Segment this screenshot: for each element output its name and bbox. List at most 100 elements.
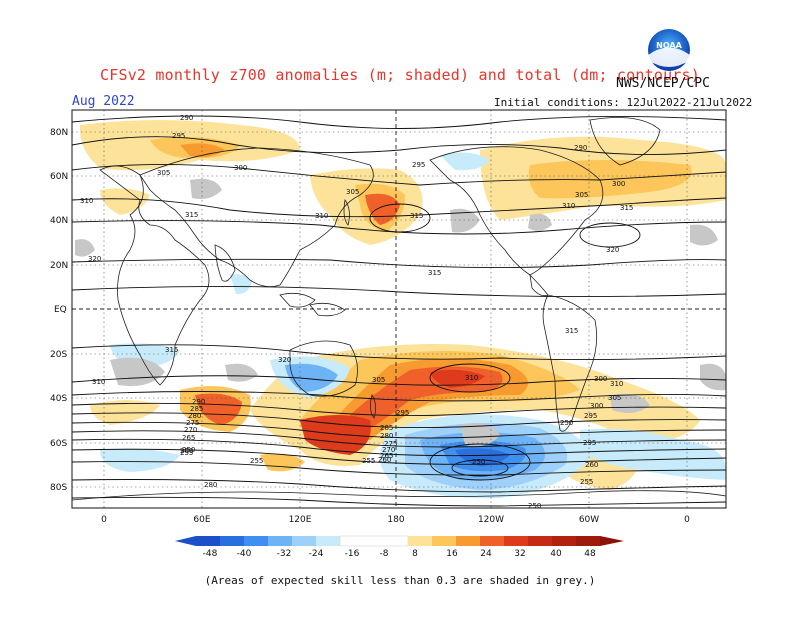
contour-label: 270: [184, 426, 197, 434]
colorbar-tick: 24: [480, 549, 492, 559]
lon-label: 60W: [579, 515, 599, 525]
contour-label: 315: [428, 269, 441, 277]
lat-label: 40S: [50, 394, 67, 404]
contour-label: 315: [410, 212, 423, 220]
contour-label: 280: [188, 412, 201, 420]
colorbar-tick: 8: [412, 549, 418, 559]
contour-label: 300: [590, 402, 603, 410]
coastlines: [72, 117, 726, 501]
contour-label: 255: [362, 457, 375, 465]
colorbar-tick: -24: [309, 549, 324, 559]
contour-label: 305: [157, 169, 170, 177]
contour-label: 315: [620, 204, 633, 212]
height-contours: [72, 115, 726, 507]
contour-label: 260: [180, 447, 193, 455]
lat-label: 80S: [50, 483, 67, 493]
lat-label: 20S: [50, 350, 67, 360]
contour-label: 315: [185, 211, 198, 219]
reference-lines: [72, 110, 726, 508]
contour-label: 305: [372, 376, 385, 384]
contour-label: 295: [584, 412, 597, 420]
contour-label: 295: [396, 409, 409, 417]
contour-label: 310: [92, 378, 105, 386]
map-title: CFSv2 monthly z700 anomalies (m; shaded)…: [100, 66, 700, 84]
colorbar: -48 -40 -32 -24 -16 -8 8 16 24 32 40 48: [175, 535, 624, 559]
contour-label: 280: [204, 481, 217, 489]
contour-label: 290: [180, 114, 193, 122]
contour-label: 300: [234, 164, 247, 172]
colorbar-tick: 32: [514, 549, 525, 559]
noaa-logo: NOAA: [648, 29, 690, 71]
lon-label: 0: [101, 515, 107, 525]
contour-label: 295: [412, 161, 425, 169]
contour-label: 300: [612, 180, 625, 188]
contour-label: 275: [384, 440, 397, 448]
initial-conditions: Initial conditions: 12Jul2022-21Jul2022: [494, 96, 753, 109]
lat-label: 80N: [50, 128, 68, 138]
contour-label: 295: [172, 132, 185, 140]
contour-label: 255: [580, 478, 593, 486]
lon-label: 120W: [478, 515, 504, 525]
contour-label: 310: [610, 380, 623, 388]
colorbar-tick: 40: [550, 549, 562, 559]
contour-label: 250: [528, 502, 541, 510]
contour-label: 290: [192, 398, 205, 406]
anomaly-shading: [75, 120, 726, 499]
lon-label: 120E: [289, 515, 312, 525]
lat-axis-labels: 80N 60N 40N 20N EQ 20S 40S 60S 80S: [50, 128, 68, 493]
contour-label: 265: [182, 434, 195, 442]
contour-label: 275: [186, 419, 199, 427]
contour-label: 255: [250, 457, 263, 465]
contour-label: 305: [575, 191, 588, 199]
colorbar-min-arrow: [175, 536, 196, 546]
contour-label: 310: [80, 197, 93, 205]
colorbar-tick: -32: [277, 549, 292, 559]
contour-label: 320: [606, 246, 619, 254]
colorbar-tick: -8: [380, 549, 389, 559]
colorbar-tick: 48: [584, 549, 596, 559]
colorbar-max-arrow: [600, 536, 624, 546]
lat-label: EQ: [54, 305, 67, 315]
skill-footnote: (Areas of expected skill less than 0.3 a…: [204, 574, 596, 587]
contour-label: 265: [380, 452, 393, 460]
lon-label: 60E: [193, 515, 210, 525]
contour-label: 250: [560, 419, 573, 427]
lat-label: 60S: [50, 439, 67, 449]
contour-label: 310: [315, 212, 328, 220]
contour-label: 315: [165, 346, 178, 354]
contour-label: 250: [182, 446, 195, 454]
valid-month: Aug 2022: [72, 94, 135, 109]
contour-label: 305: [608, 394, 621, 402]
colorbar-tick: -16: [345, 549, 360, 559]
lon-label: 180: [387, 515, 404, 525]
map-frame: [71, 109, 727, 509]
noaa-logo-text: NOAA: [656, 41, 682, 50]
contour-label: 295: [583, 439, 596, 447]
contour-label: 305: [346, 188, 359, 196]
contour-label: 270: [382, 446, 395, 454]
contour-label: 310: [465, 374, 478, 382]
contour-label: 310: [562, 202, 575, 210]
lat-label: 60N: [50, 172, 68, 182]
contour-label: 285: [190, 405, 203, 413]
contour-labels: 290 295 300 305 310 315 320 310 305 315 …: [80, 114, 633, 510]
lat-label: 40N: [50, 216, 68, 226]
contour-label: 260: [585, 461, 598, 469]
contour-label: 320: [88, 255, 101, 263]
colorbar-tick: 16: [446, 549, 458, 559]
colorbar-tick: -40: [237, 549, 252, 559]
contour-label: 250: [472, 458, 485, 466]
lat-label: 20N: [50, 261, 68, 271]
lon-axis-labels: 0 60E 120E 180 120W 60W 0: [101, 515, 690, 525]
agency-label: NWS/NCEP/CPC: [616, 76, 710, 91]
contour-label: 320: [278, 356, 291, 364]
lon-label: 0: [684, 515, 690, 525]
contour-label: 300: [594, 375, 607, 383]
contour-label: 290: [574, 144, 587, 152]
contour-label: 260: [378, 456, 391, 464]
contour-label: 255: [180, 449, 193, 457]
contour-label: 280: [380, 432, 393, 440]
colorbar-tick: -48: [203, 549, 218, 559]
contour-label: 285: [380, 424, 393, 432]
